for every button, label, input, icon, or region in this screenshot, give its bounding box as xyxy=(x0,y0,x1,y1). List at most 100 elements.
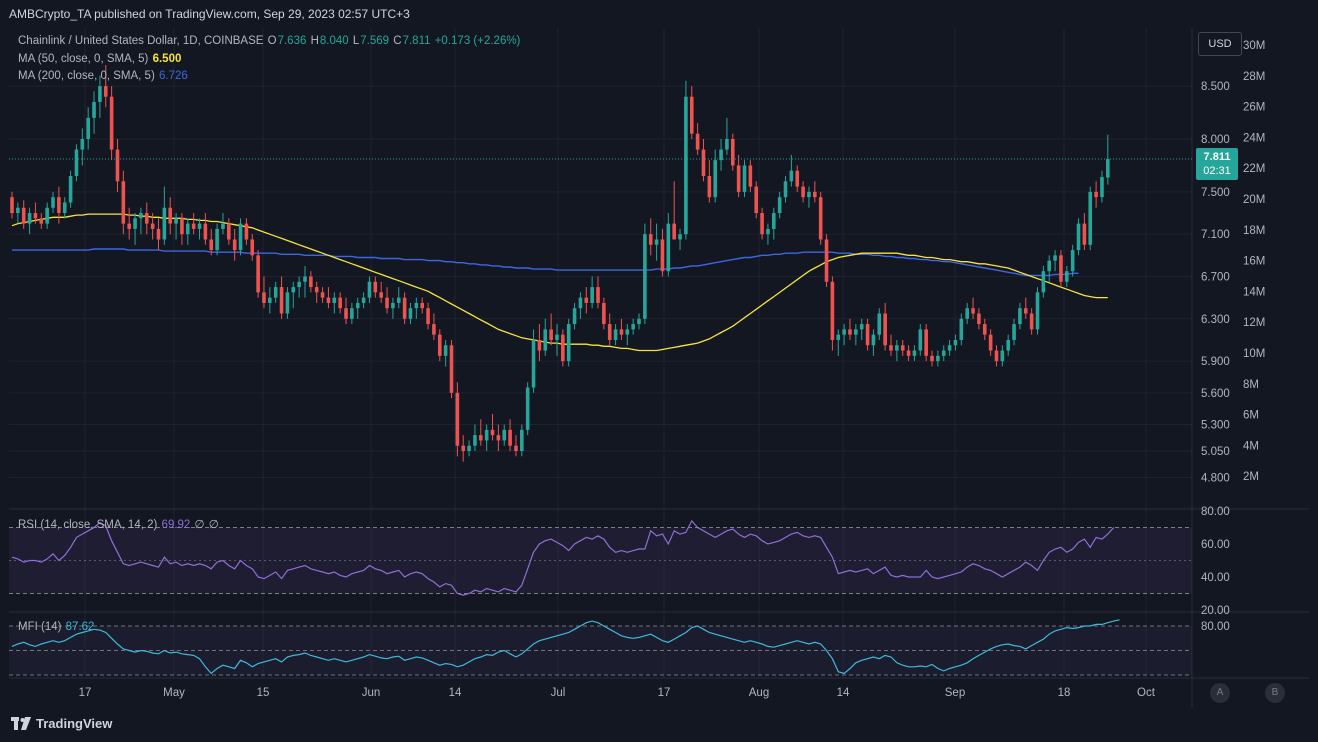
candle-body xyxy=(361,297,366,303)
candle-body xyxy=(215,228,219,251)
candle-body xyxy=(918,329,923,351)
rsi-extra-2: ∅ xyxy=(208,519,219,531)
candle-body xyxy=(543,329,548,351)
candle-body xyxy=(455,392,460,446)
candle-body xyxy=(689,96,694,134)
candle-body xyxy=(566,324,571,362)
candle-body xyxy=(906,350,911,356)
candle-body xyxy=(473,435,477,446)
candle-body xyxy=(930,355,934,362)
ma50-line-group xyxy=(11,213,1108,352)
candle-body xyxy=(1082,223,1087,245)
candle-body xyxy=(1059,255,1063,282)
tradingview-logo[interactable]: TradingView xyxy=(11,716,112,731)
candle-body xyxy=(45,207,49,224)
symbol-legend: Chainlink / United States Dollar, 1D, CO… xyxy=(18,35,521,47)
open-label: O xyxy=(267,35,277,47)
candle-body xyxy=(871,334,876,346)
candle-body xyxy=(777,197,782,214)
candle-body xyxy=(1029,313,1034,330)
candle-body xyxy=(16,207,20,214)
time-tick-label: Aug xyxy=(749,687,769,699)
rsi-value: 69.92 xyxy=(161,519,191,531)
candle-body xyxy=(227,223,231,240)
price-tick-label: 6.300 xyxy=(1201,314,1230,326)
candle-body xyxy=(643,234,647,319)
rsi-tick-label: 40.00 xyxy=(1201,572,1230,584)
volume-tick-label: 10M xyxy=(1243,348,1265,360)
candle-body xyxy=(379,292,383,298)
candle-body xyxy=(414,302,419,309)
candle-body xyxy=(848,329,852,335)
time-tick-label: Oct xyxy=(1137,687,1156,699)
candle-body xyxy=(520,429,524,451)
candle-body xyxy=(174,218,178,224)
candle-body xyxy=(772,213,776,229)
candle-body xyxy=(830,281,835,340)
time-tick-label: 18 xyxy=(1058,687,1071,699)
candle-body xyxy=(1088,191,1093,245)
price-tick-label: 7.100 xyxy=(1201,229,1230,241)
candle-body xyxy=(156,228,161,240)
auto-scale-button[interactable]: A xyxy=(1210,683,1230,703)
candle-body xyxy=(947,345,952,351)
candle-body xyxy=(590,287,594,303)
candle-body xyxy=(33,213,38,219)
candle-body xyxy=(98,86,102,102)
currency-button[interactable]: USD xyxy=(1198,32,1242,56)
candle-body xyxy=(367,281,372,298)
close-label: C xyxy=(393,35,402,47)
candle-body xyxy=(238,223,243,251)
volume-tick-label: 24M xyxy=(1243,132,1265,144)
time-tick-label: 15 xyxy=(257,687,270,699)
candle-body xyxy=(338,297,342,309)
candle-body xyxy=(684,96,688,235)
log-scale-button[interactable]: B xyxy=(1265,683,1285,703)
candle-body xyxy=(719,149,723,161)
candle-body xyxy=(666,223,671,272)
candle-body xyxy=(924,329,928,356)
chart-frame[interactable]: 8.500 8.000 7.500 7.100 6.700 6.300 5.900 5.600… xyxy=(9,28,1309,708)
candle-body xyxy=(232,239,237,251)
candle-body xyxy=(572,308,577,325)
volume-tick-label: 8M xyxy=(1243,379,1259,391)
candle-body xyxy=(836,334,841,340)
candle-body xyxy=(807,191,811,198)
candle-body xyxy=(959,318,964,340)
candle-body xyxy=(21,207,26,224)
candle-body xyxy=(678,234,682,240)
candle-body xyxy=(1100,177,1104,198)
ma50-legend[interactable]: MA (50, close, 0, SMA, 5) 6.500 xyxy=(18,53,182,65)
candle-body xyxy=(268,297,272,303)
candle-body xyxy=(754,186,759,214)
chart-canvas[interactable]: 8.500 8.000 7.500 7.100 6.700 6.300 5.900 5.600… xyxy=(9,28,1309,708)
high-value: 8.040 xyxy=(319,35,349,47)
candle-body xyxy=(895,345,899,351)
candle-body xyxy=(1018,308,1022,325)
candle-body xyxy=(197,223,202,229)
bar-countdown: 02:31 xyxy=(1203,165,1231,177)
ma200-legend[interactable]: MA (200, close, 0, SMA, 5) 6.726 xyxy=(18,70,189,82)
candle-body xyxy=(648,234,653,245)
candle-body xyxy=(461,445,466,451)
candle-body xyxy=(1070,250,1075,272)
candle-body xyxy=(596,287,600,303)
candle-body xyxy=(121,181,126,224)
candle-body xyxy=(144,213,149,224)
candlesticks xyxy=(9,64,1192,462)
price-tick-label: 5.900 xyxy=(1201,356,1230,368)
rsi-legend[interactable]: RSI (14, close, SMA, 14, 2) 69.92 ∅ ∅ xyxy=(18,517,220,531)
candle-body xyxy=(285,292,290,314)
time-tick-label: 17 xyxy=(79,687,92,699)
volume-tick-label: 14M xyxy=(1243,286,1265,298)
candle-body xyxy=(619,329,624,335)
price-tick-label: 4.800 xyxy=(1201,472,1230,484)
price-tick-label: 6.700 xyxy=(1201,271,1230,283)
price-tick-label: 5.300 xyxy=(1201,420,1230,432)
candle-body xyxy=(971,308,975,314)
candle-body xyxy=(549,329,553,340)
candle-body xyxy=(1053,255,1057,261)
candle-body xyxy=(279,287,284,314)
volume-tick-label: 12M xyxy=(1243,317,1265,329)
mfi-legend[interactable]: MFI (14) 87.62 xyxy=(18,621,95,633)
